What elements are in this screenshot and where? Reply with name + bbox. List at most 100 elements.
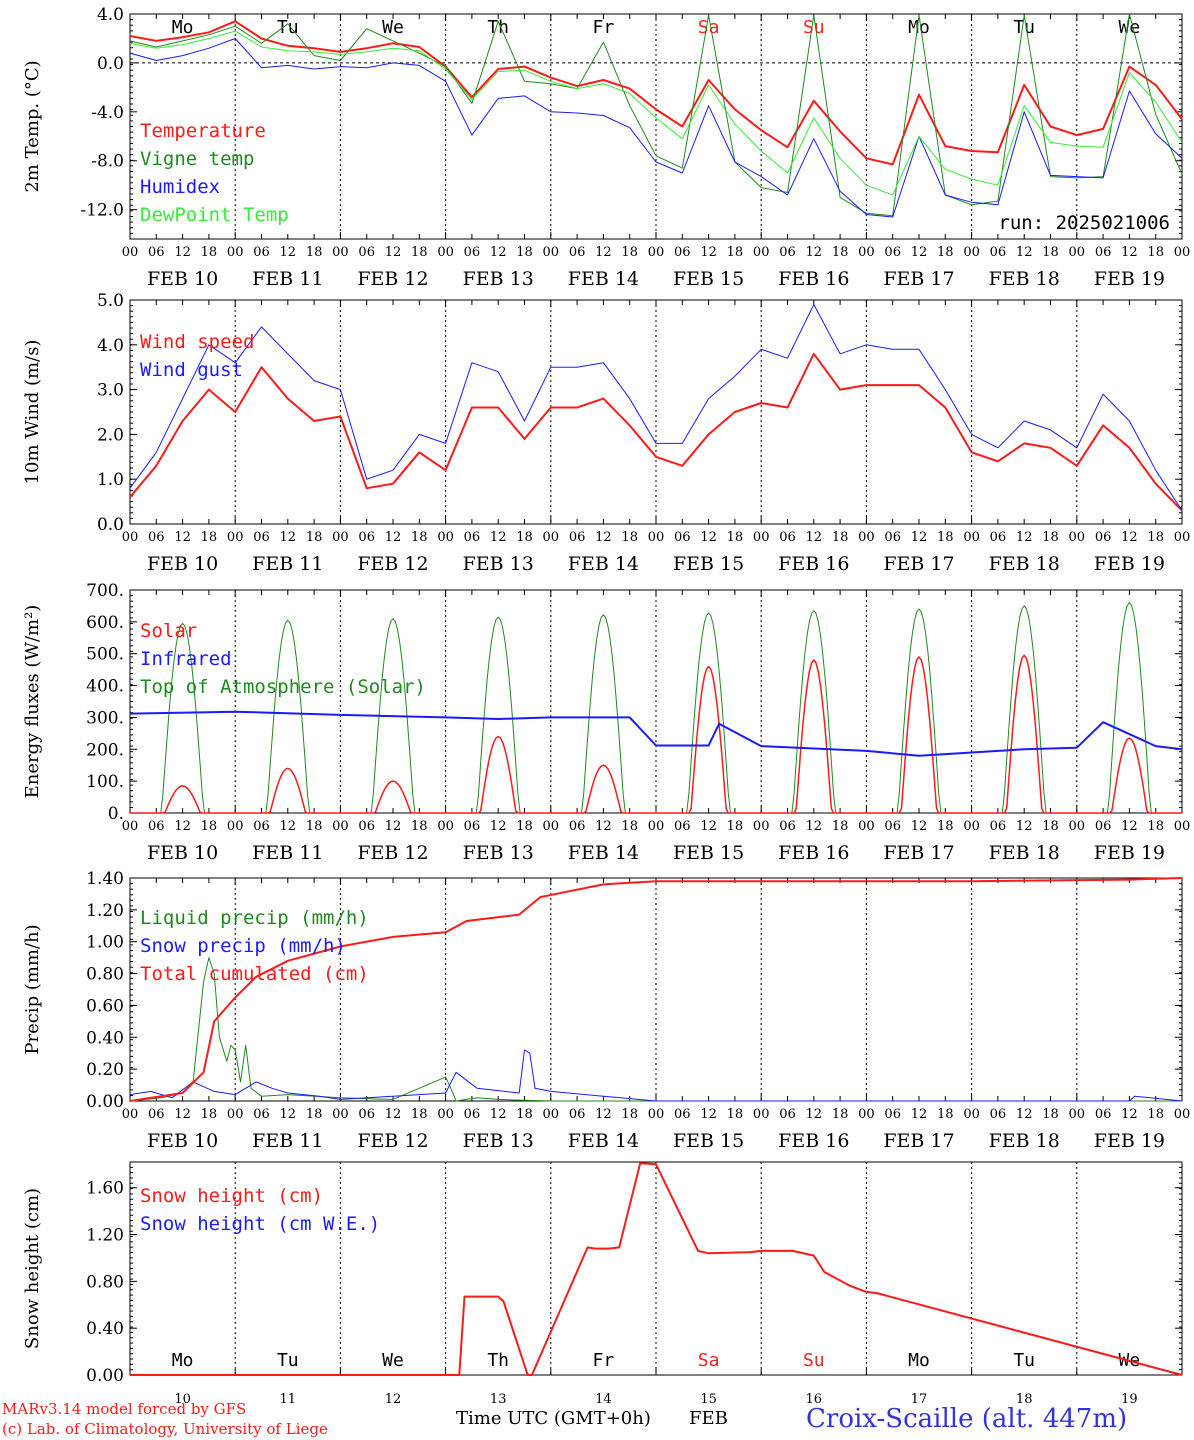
date-label: FEB 10 bbox=[147, 268, 218, 290]
hour-tick-label: 06 bbox=[148, 245, 165, 260]
legend-entry: Solar bbox=[140, 620, 197, 642]
y-tick-label: 4.0 bbox=[97, 336, 124, 356]
hour-tick-label: 00 bbox=[122, 530, 139, 545]
weekday-label: We bbox=[382, 17, 404, 38]
hour-tick-label: 18 bbox=[621, 530, 638, 545]
hour-tick-label: 18 bbox=[937, 530, 954, 545]
hour-tick-label: 00 bbox=[1069, 819, 1086, 834]
hour-tick-label: 00 bbox=[122, 245, 139, 260]
series-group bbox=[129, 602, 1183, 814]
legend-entry: Vigne temp bbox=[140, 148, 254, 170]
day-number-label: 18 bbox=[1016, 1392, 1033, 1407]
hour-tick-label: 00 bbox=[543, 819, 560, 834]
date-label: FEB 17 bbox=[883, 1130, 954, 1152]
legend-entry: Wind speed bbox=[140, 331, 254, 353]
hour-tick-label: 00 bbox=[648, 245, 665, 260]
hour-tick-label: 00 bbox=[1069, 1107, 1086, 1122]
y-tick-label: 0.40 bbox=[86, 1028, 124, 1048]
hour-tick-label: 18 bbox=[937, 819, 954, 834]
hour-tick-label: 00 bbox=[963, 819, 980, 834]
legend-entry: Liquid precip (mm/h) bbox=[140, 907, 369, 929]
hour-tick-label: 06 bbox=[358, 1107, 375, 1122]
hour-tick-label: 18 bbox=[937, 245, 954, 260]
hour-tick-label: 06 bbox=[990, 1107, 1007, 1122]
hour-tick-label: 18 bbox=[727, 245, 744, 260]
footer-credit-1: MARv3.14 model forced by GFS bbox=[2, 1400, 246, 1418]
y-tick-label: 0.00 bbox=[86, 1092, 124, 1112]
date-label: FEB 13 bbox=[463, 1130, 534, 1152]
hour-tick-label: 06 bbox=[884, 1107, 901, 1122]
hour-tick-label: 18 bbox=[621, 819, 638, 834]
hour-tick-label: 12 bbox=[280, 1107, 297, 1122]
date-label: FEB 12 bbox=[357, 1130, 428, 1152]
y-axis-label: Energy fluxes (W/m²) bbox=[22, 605, 43, 799]
hour-tick-label: 12 bbox=[280, 530, 297, 545]
hour-tick-label: 06 bbox=[779, 819, 796, 834]
hour-tick-label: 12 bbox=[595, 530, 612, 545]
hour-tick-label: 06 bbox=[148, 530, 165, 545]
date-label: FEB 18 bbox=[989, 553, 1060, 575]
hour-tick-label: 12 bbox=[174, 1107, 191, 1122]
hour-tick-label: 18 bbox=[727, 530, 744, 545]
hour-tick-label: 18 bbox=[201, 819, 218, 834]
hour-tick-label: 18 bbox=[516, 530, 533, 545]
date-label: FEB 19 bbox=[1094, 268, 1165, 290]
hour-tick-label: 12 bbox=[911, 1107, 928, 1122]
hour-tick-label: 00 bbox=[753, 819, 770, 834]
date-label: FEB 12 bbox=[357, 268, 428, 290]
hour-tick-label: 18 bbox=[937, 1107, 954, 1122]
hour-tick-label: 12 bbox=[490, 819, 507, 834]
hour-tick-label: 12 bbox=[911, 819, 928, 834]
hour-tick-label: 00 bbox=[227, 530, 244, 545]
hour-tick-label: 00 bbox=[753, 245, 770, 260]
panel-5: 1.60 1.20 0.80 0.40 0.00 Snow height (cm) 10 11… bbox=[22, 1161, 1183, 1407]
hour-tick-label: 12 bbox=[174, 530, 191, 545]
date-label: FEB 14 bbox=[568, 842, 639, 864]
hour-tick-label: 12 bbox=[385, 1107, 402, 1122]
footer-month: FEB bbox=[689, 1408, 728, 1429]
hour-tick-label: 18 bbox=[832, 530, 849, 545]
date-label: FEB 19 bbox=[1094, 842, 1165, 864]
weekday-label: Fr bbox=[593, 1350, 615, 1371]
date-label: FEB 14 bbox=[568, 1130, 639, 1152]
date-label: FEB 14 bbox=[568, 553, 639, 575]
hour-tick-label: 06 bbox=[674, 530, 691, 545]
y-tick-label: 100. bbox=[86, 772, 124, 792]
panel-4: 1.40 1.20 1.00 0.80 0.60 0.40 0.20 0.00 Precip (… bbox=[22, 869, 1190, 1152]
hour-tick-label: 12 bbox=[385, 530, 402, 545]
hour-tick-label: 18 bbox=[727, 1107, 744, 1122]
weekday-label: Mo bbox=[908, 1350, 930, 1371]
hour-tick-label: 18 bbox=[1042, 819, 1059, 834]
date-label: FEB 15 bbox=[673, 553, 744, 575]
legend-entry: Humidex bbox=[140, 176, 220, 198]
hour-tick-label: 06 bbox=[253, 819, 270, 834]
hour-tick-label: 06 bbox=[779, 530, 796, 545]
date-label: FEB 12 bbox=[357, 842, 428, 864]
y-tick-label: 0.80 bbox=[86, 1272, 124, 1292]
hour-tick-label: 00 bbox=[1069, 530, 1086, 545]
hour-tick-label: 12 bbox=[700, 819, 717, 834]
y-tick-label: 0.40 bbox=[86, 1319, 124, 1339]
hour-tick-label: 00 bbox=[648, 819, 665, 834]
date-label: FEB 17 bbox=[883, 268, 954, 290]
series-line-2 bbox=[129, 13, 1183, 217]
hour-tick-label: 00 bbox=[648, 530, 665, 545]
date-label: FEB 11 bbox=[252, 553, 323, 575]
hour-tick-label: 12 bbox=[1121, 1107, 1138, 1122]
hour-tick-label: 06 bbox=[253, 245, 270, 260]
hour-tick-label: 12 bbox=[806, 245, 823, 260]
hour-tick-label: 06 bbox=[884, 245, 901, 260]
hour-tick-label: 06 bbox=[779, 245, 796, 260]
hour-tick-label: 12 bbox=[595, 819, 612, 834]
hour-tick-label: 06 bbox=[464, 1107, 481, 1122]
hour-tick-label: 00 bbox=[1174, 245, 1191, 260]
hour-tick-label: 12 bbox=[490, 530, 507, 545]
hour-tick-label: 18 bbox=[516, 245, 533, 260]
weekday-label: Mo bbox=[172, 1350, 194, 1371]
hour-tick-label: 00 bbox=[332, 530, 349, 545]
date-label: FEB 16 bbox=[778, 1130, 849, 1152]
series-line-4 bbox=[129, 30, 1183, 196]
weekday-label: Sa bbox=[698, 17, 720, 38]
hour-tick-label: 06 bbox=[779, 1107, 796, 1122]
legend-entry: Infrared bbox=[140, 648, 232, 670]
